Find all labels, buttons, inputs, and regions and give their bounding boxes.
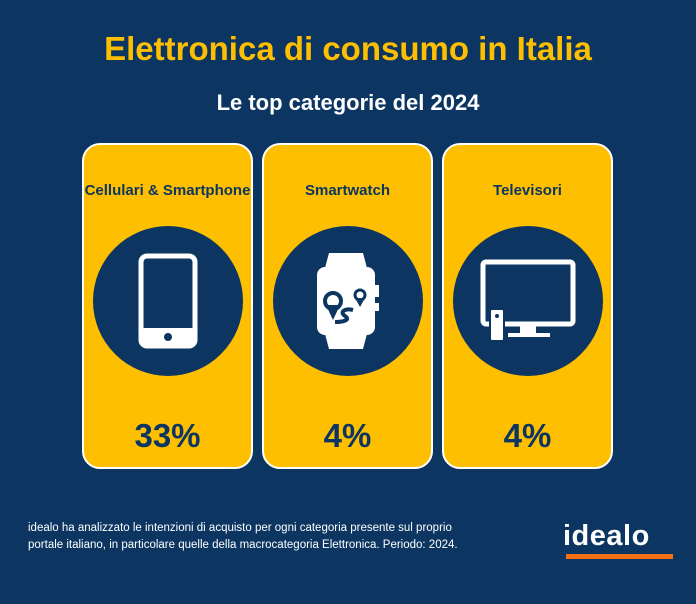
category-label: Cellulari & Smartphone [84, 182, 251, 199]
page-subtitle: Le top categorie del 2024 [216, 90, 480, 115]
category-label: Smartwatch [304, 182, 391, 199]
category-card-television: Televisori 4% [442, 143, 613, 469]
category-value: 4% [323, 417, 372, 454]
television-icon [453, 226, 603, 376]
category-value: 4% [503, 417, 552, 454]
idealo-logo: idealo [563, 520, 650, 552]
smartwatch-icon [273, 226, 423, 376]
page-title: Elettronica di consumo in Italia [104, 30, 592, 67]
smartphone-icon [93, 226, 243, 376]
methodology-note: idealo ha analizzato le intenzioni di ac… [28, 522, 458, 551]
category-value: 33% [134, 417, 201, 454]
category-card-smartwatch: Smartwatch 4% [262, 143, 433, 469]
category-card-smartphone: Cellulari & Smartphone 33% [82, 143, 253, 469]
category-label: Televisori [493, 182, 562, 199]
logo-underline [566, 554, 673, 559]
